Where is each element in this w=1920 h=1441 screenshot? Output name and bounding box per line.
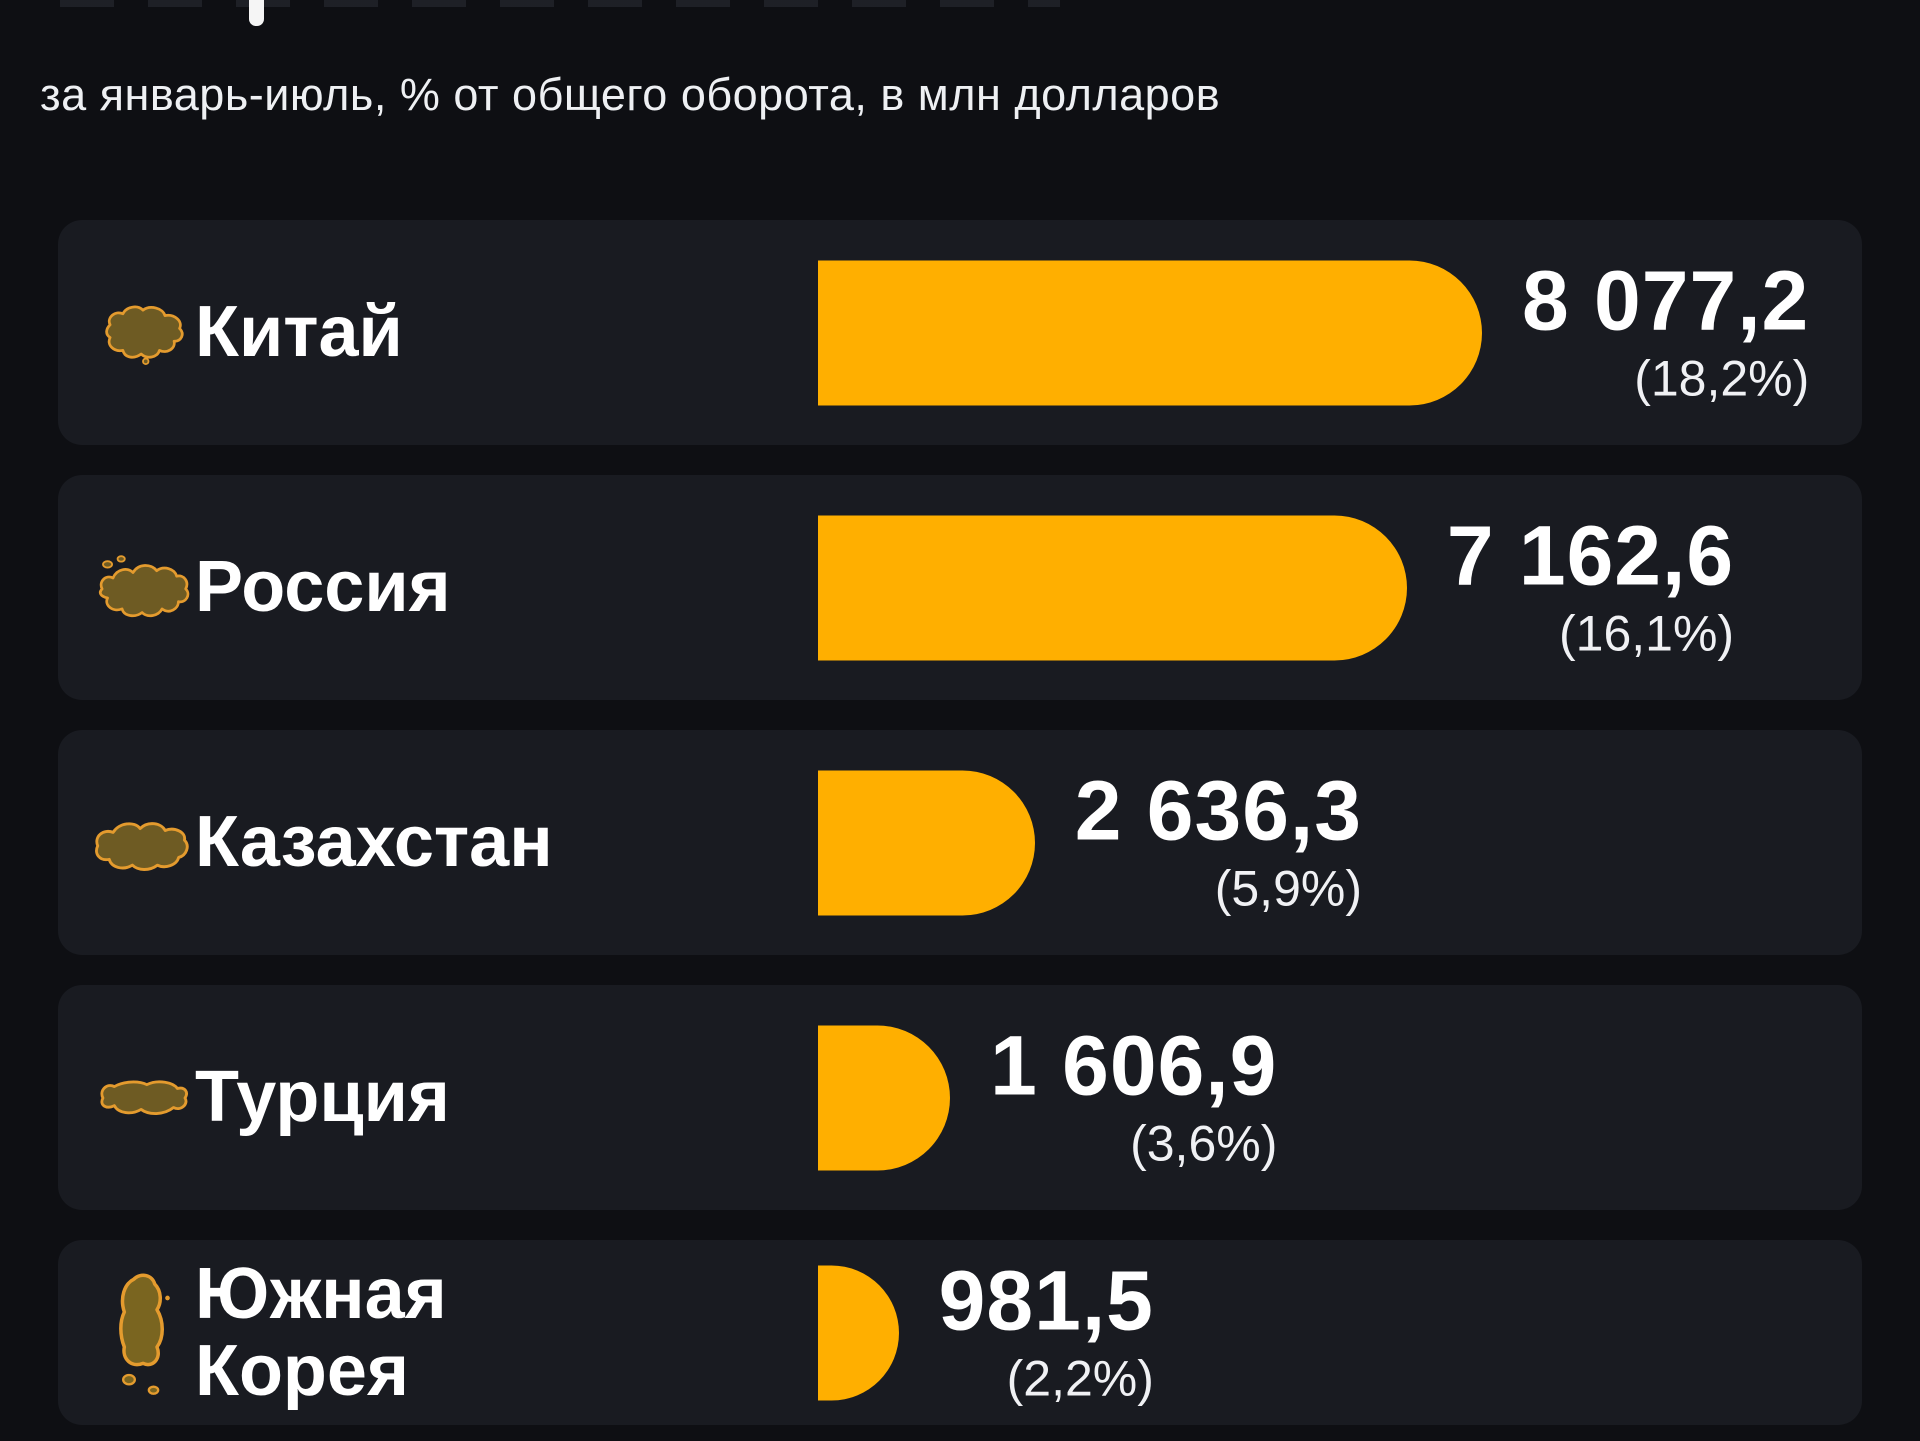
south-korea-map-icon bbox=[78, 1240, 208, 1425]
value-bar bbox=[818, 1025, 951, 1170]
value-block: 7 162,6 (16,1%) bbox=[1447, 513, 1734, 663]
value-label: 1 606,9 bbox=[990, 1017, 1278, 1112]
percent-label: (16,1%) bbox=[1559, 604, 1735, 661]
bar-row-russia: Россия 7 162,6 (16,1%) bbox=[58, 475, 1862, 700]
value-bar bbox=[818, 1265, 899, 1400]
value-block: 2 636,3 (5,9%) bbox=[1075, 768, 1362, 918]
turkey-map-icon bbox=[78, 985, 208, 1210]
bar-row-south-korea: Южная Корея 981,5 (2,2%) bbox=[58, 1240, 1862, 1425]
value-bar bbox=[818, 770, 1035, 915]
country-label: Китай bbox=[195, 292, 403, 373]
value-block: 8 077,2 (18,2%) bbox=[1522, 258, 1809, 408]
country-label: Казахстан bbox=[195, 802, 553, 883]
bar-row-china: Китай 8 077,2 (18,2%) bbox=[58, 220, 1862, 445]
country-label: Турция bbox=[195, 1057, 450, 1138]
bar-row-turkey: Турция 1 606,9 (3,6%) bbox=[58, 985, 1862, 1210]
value-label: 2 636,3 bbox=[1074, 762, 1362, 857]
bar-chart: Китай 8 077,2 (18,2%) Россия 7 162,6 (16… bbox=[58, 220, 1862, 1425]
country-label: Россия bbox=[195, 547, 451, 628]
russia-map-icon bbox=[78, 475, 208, 700]
china-map-icon bbox=[78, 220, 208, 445]
bar-row-kazakhstan: Казахстан 2 636,3 (5,9%) bbox=[58, 730, 1862, 955]
value-label: 981,5 bbox=[938, 1252, 1154, 1347]
value-bar bbox=[818, 260, 1482, 405]
percent-label: (18,2%) bbox=[1634, 349, 1810, 406]
value-label: 8 077,2 bbox=[1522, 252, 1810, 347]
cutoff-title-fragments bbox=[60, 0, 1060, 7]
percent-label: (2,2%) bbox=[1006, 1349, 1154, 1406]
chart-subtitle: за январь-июль, % от общего оборота, в м… bbox=[40, 69, 1221, 120]
value-block: 1 606,9 (3,6%) bbox=[990, 1023, 1277, 1173]
percent-label: (5,9%) bbox=[1214, 859, 1362, 916]
value-bar bbox=[818, 515, 1407, 660]
value-label: 7 162,6 bbox=[1446, 507, 1735, 602]
country-label: Южная Корея bbox=[195, 1254, 447, 1411]
value-block: 981,5 (2,2%) bbox=[939, 1258, 1154, 1408]
cutoff-title-letter-descender bbox=[249, 0, 264, 26]
percent-label: (3,6%) bbox=[1130, 1114, 1278, 1171]
kazakhstan-map-icon bbox=[78, 730, 208, 955]
